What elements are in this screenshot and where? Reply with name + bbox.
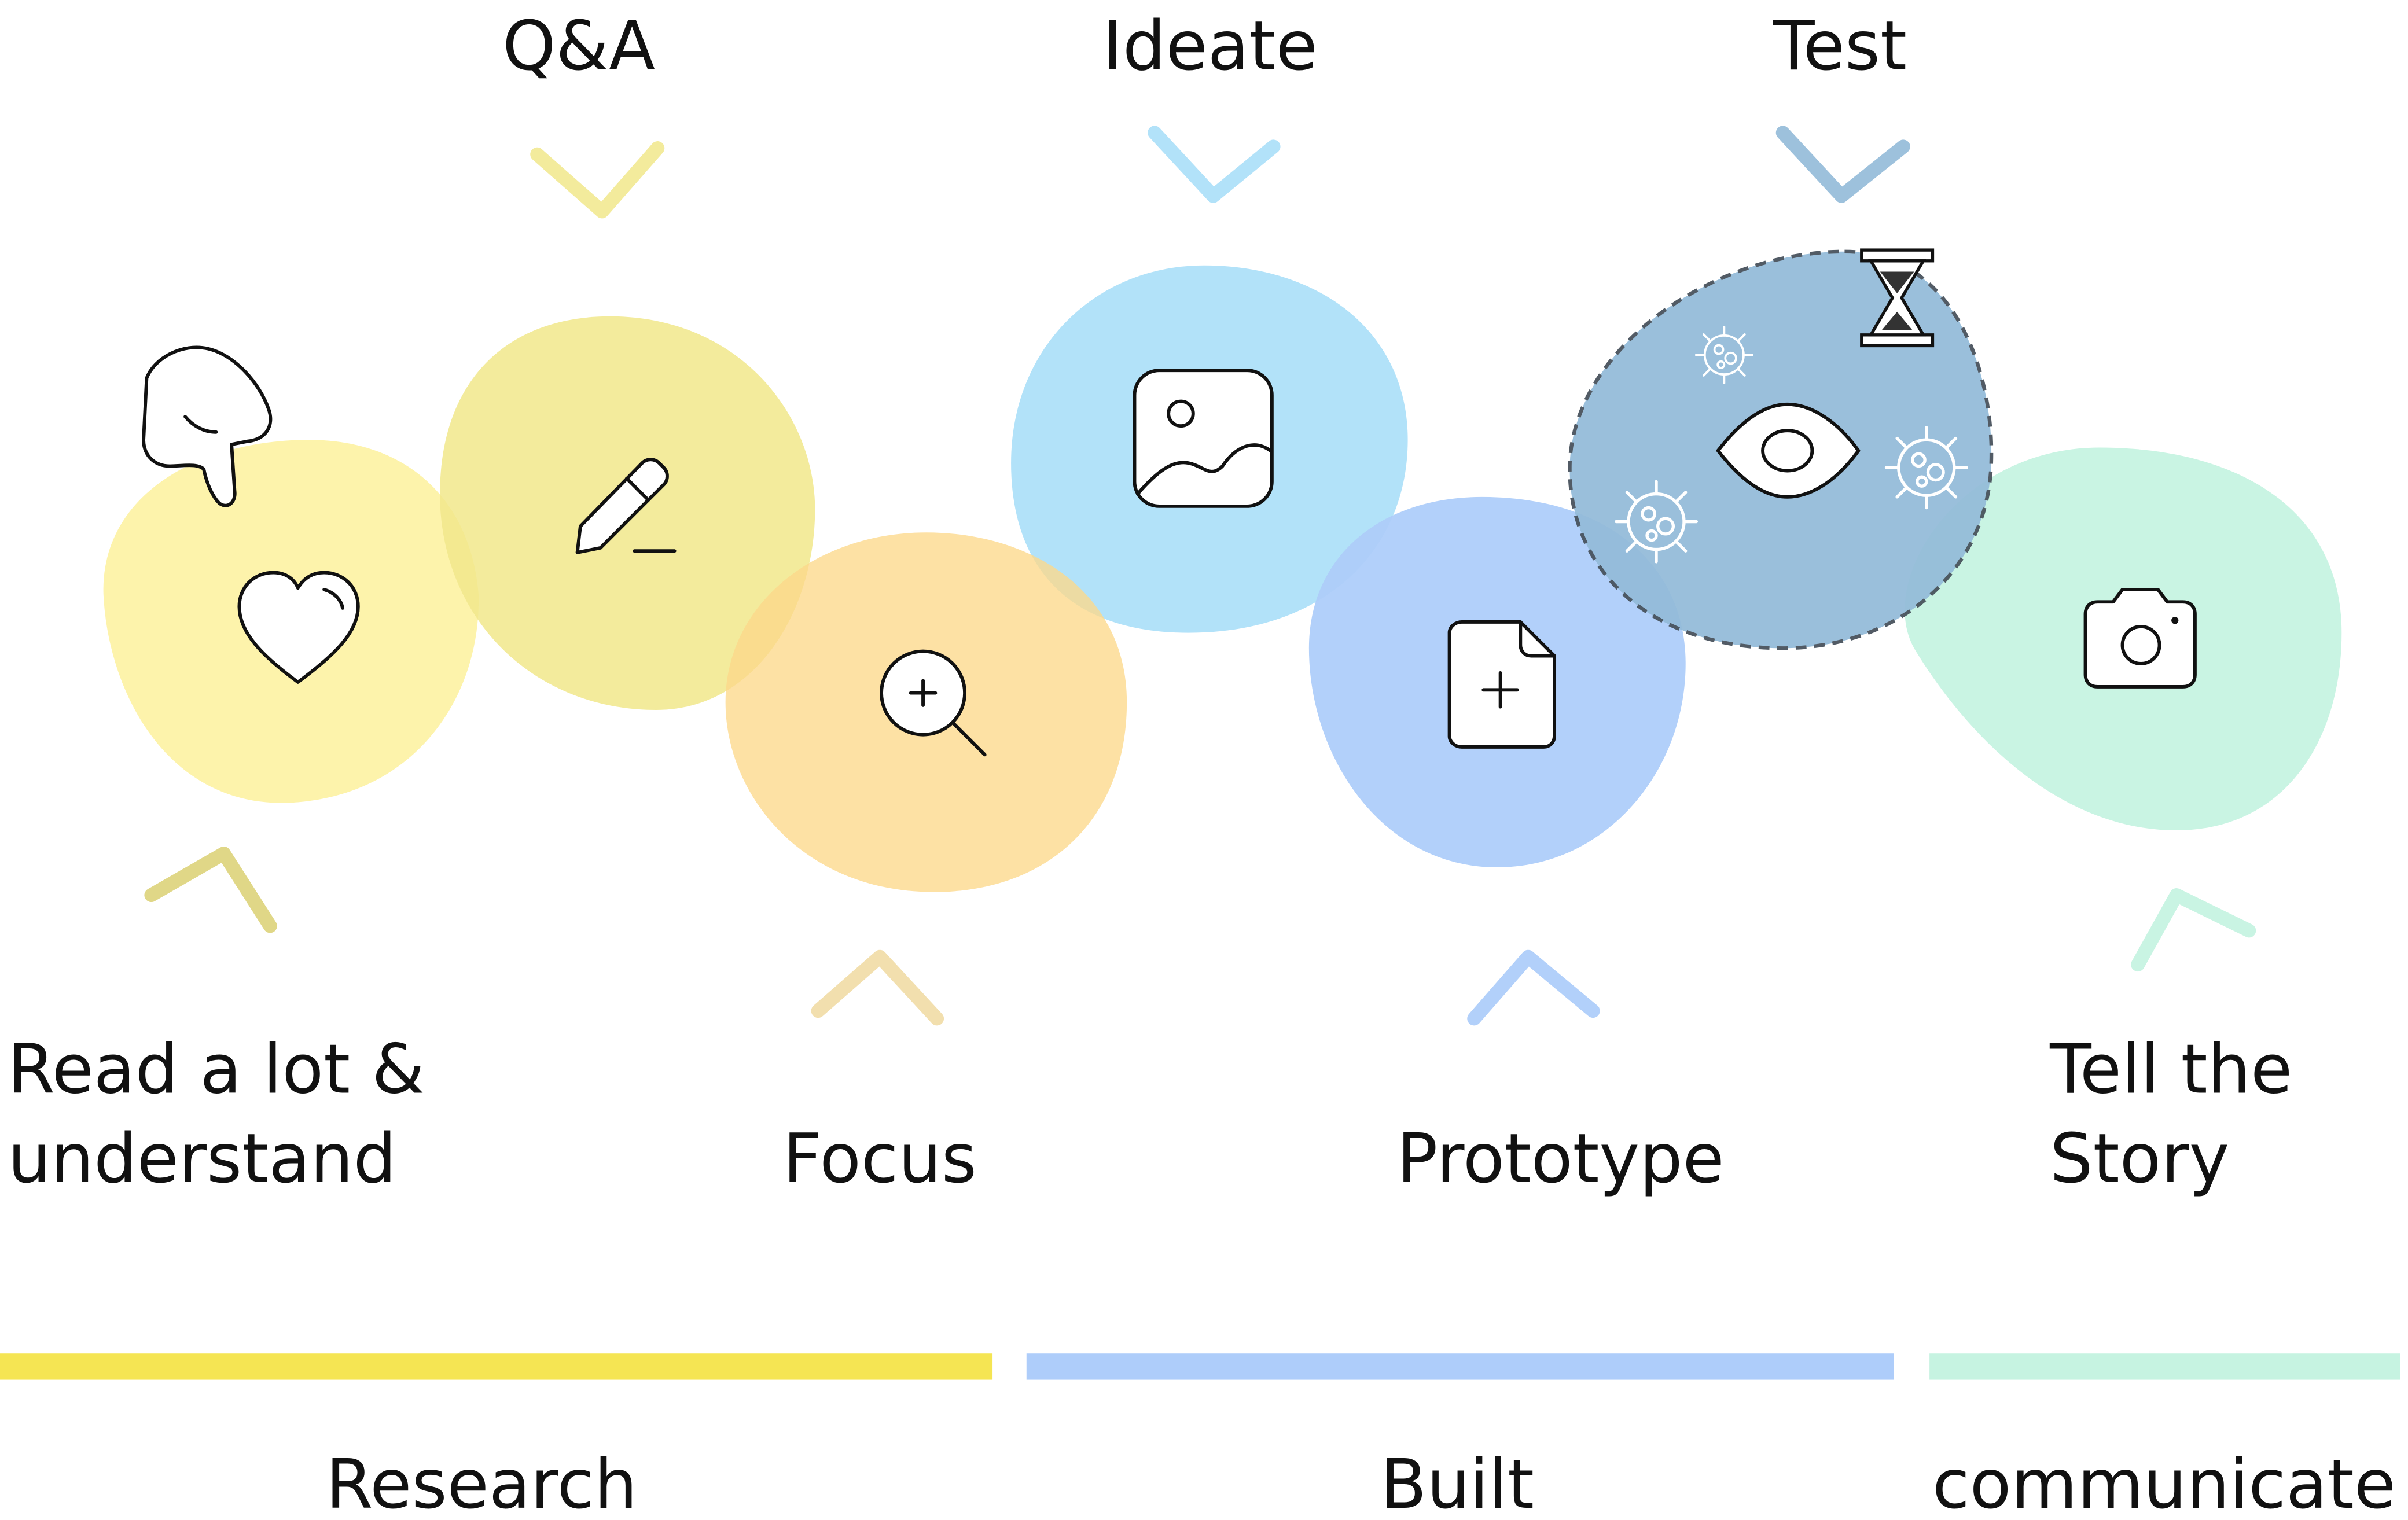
- label-focus: Focus: [783, 1119, 977, 1198]
- chevron-story: [2131, 888, 2256, 972]
- virus-icons: [1615, 326, 1968, 564]
- phase-label-research: Research: [326, 1445, 637, 1520]
- new-file-icon: [1447, 620, 1556, 749]
- phase-label-built: Built: [1380, 1445, 1534, 1520]
- phase-bar-communicate: [1929, 1353, 2400, 1380]
- virus-icon: [1615, 480, 1699, 564]
- label-prototype: Prototype: [1397, 1119, 1725, 1198]
- chevron-test: [1775, 126, 1910, 203]
- phase-bar-built: [1026, 1353, 1894, 1380]
- virus-icon: [1694, 326, 1753, 384]
- zoom-in-icon: [880, 649, 987, 757]
- label-read-line1: Read a lot &: [8, 1029, 425, 1109]
- chevron-focus: [811, 949, 944, 1026]
- chevrons: [144, 126, 2256, 1026]
- phase-label-communicate: communicate: [1932, 1445, 2396, 1520]
- chevron-prototype: [1467, 949, 1600, 1026]
- image-icon: [1133, 369, 1274, 508]
- phase-bars: Research Built communicate: [0, 1353, 2400, 1520]
- label-ideate: Ideate: [1102, 6, 1317, 86]
- pencil-icon: [575, 458, 677, 554]
- stage-labels: Q&A Ideate Test Read a lot & understand …: [8, 6, 2292, 1198]
- label-story-line2: Story: [2050, 1119, 2229, 1198]
- eye-icon: [1716, 402, 1861, 499]
- label-test: Test: [1773, 6, 1907, 86]
- blobs: [103, 249, 2342, 892]
- camera-icon: [2083, 587, 2197, 689]
- virus-icon: [1884, 426, 1968, 510]
- hourglass-icon: [1860, 248, 1935, 348]
- phase-bar-research: [0, 1353, 993, 1380]
- chevron-ideate: [1148, 126, 1281, 203]
- chevron-qa: [530, 141, 665, 219]
- heart-icon: [237, 571, 360, 684]
- chevron-read: [144, 847, 277, 933]
- pointing-hand-icon: [142, 345, 273, 507]
- label-story-line1: Tell the: [2049, 1029, 2292, 1109]
- label-qa: Q&A: [502, 6, 655, 86]
- label-read-line2: understand: [8, 1119, 396, 1198]
